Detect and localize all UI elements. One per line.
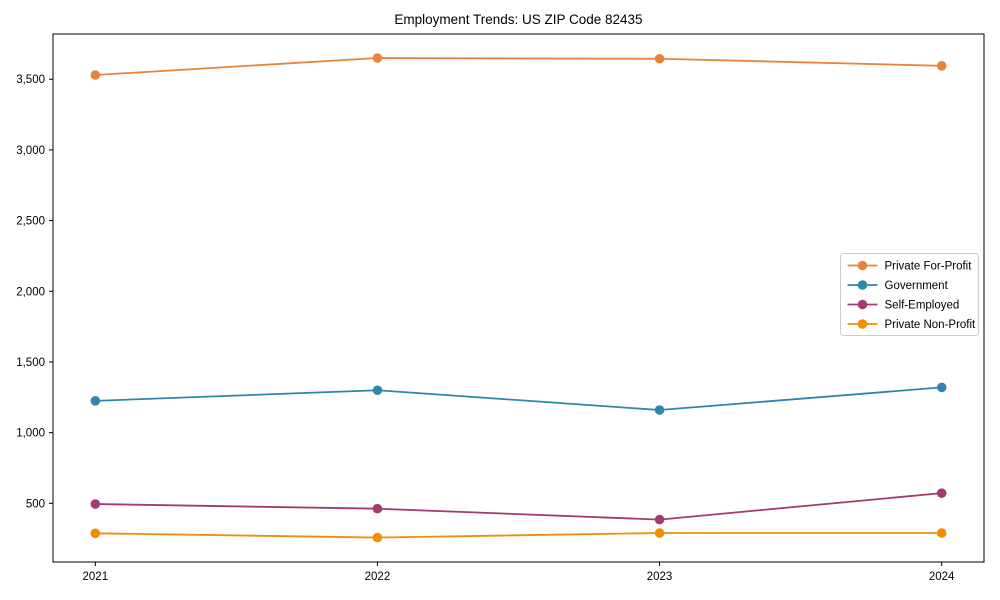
legend-marker-icon xyxy=(857,299,868,310)
data-point-marker xyxy=(90,70,101,80)
chart-title: Employment Trends: US ZIP Code 82435 xyxy=(394,12,642,27)
plot-border xyxy=(52,33,985,563)
data-point-marker xyxy=(936,382,947,393)
data-point-marker xyxy=(936,488,947,498)
data-point-marker xyxy=(372,385,383,396)
data-point-marker xyxy=(90,528,101,539)
data-point-marker xyxy=(654,514,665,525)
x-tick-label: 2023 xyxy=(647,571,673,583)
legend-item: Private Non-Profit xyxy=(847,319,977,331)
series-line-private-non-profit xyxy=(94,532,943,539)
legend-item-label: Self-Employed xyxy=(885,300,960,312)
data-point-marker xyxy=(936,528,947,538)
y-tick-label: 2,500 xyxy=(16,216,45,228)
data-point-marker xyxy=(654,528,665,538)
data-point-marker xyxy=(372,532,383,543)
series-line-self-employed xyxy=(94,492,943,521)
y-tick-label: 3,000 xyxy=(16,145,45,157)
legend-marker-icon xyxy=(857,319,868,329)
x-tick-label: 2021 xyxy=(83,571,109,583)
x-tick-label: 2022 xyxy=(365,571,391,583)
data-point-marker xyxy=(90,396,101,406)
y-tick-label: 2,000 xyxy=(16,286,45,298)
legend-item-label: Private For-Profit xyxy=(885,261,973,273)
plot-area: 500 1,000 1,500 2,000 2,500 3,000 3,500 2021 202… xyxy=(16,33,985,583)
y-tick-label: 500 xyxy=(26,498,45,510)
legend-item-label: Private Non-Profit xyxy=(885,319,977,331)
legend-item: Private For-Profit xyxy=(847,260,973,273)
y-tick-label: 3,500 xyxy=(16,74,45,86)
legend-marker-icon xyxy=(857,260,868,271)
y-tick-label: 1,500 xyxy=(16,357,45,369)
x-tick-label: 2024 xyxy=(929,571,955,583)
legend: Private For-Profit Government Self-Employe… xyxy=(840,253,979,336)
data-point-marker xyxy=(654,405,665,415)
data-point-marker xyxy=(654,53,665,64)
data-point-marker xyxy=(90,499,101,509)
legend-item: Government xyxy=(847,280,949,292)
series-line-government xyxy=(94,386,943,411)
y-tick-label: 1,000 xyxy=(16,428,45,440)
legend-item-label: Government xyxy=(885,280,949,292)
data-point-marker xyxy=(372,53,383,63)
legend-box xyxy=(840,253,979,336)
legend-item: Self-Employed xyxy=(847,299,960,312)
legend-marker-icon xyxy=(857,280,868,290)
data-point-marker xyxy=(936,61,947,71)
series-line-private-for-profit xyxy=(94,57,943,76)
data-point-marker xyxy=(372,503,383,514)
